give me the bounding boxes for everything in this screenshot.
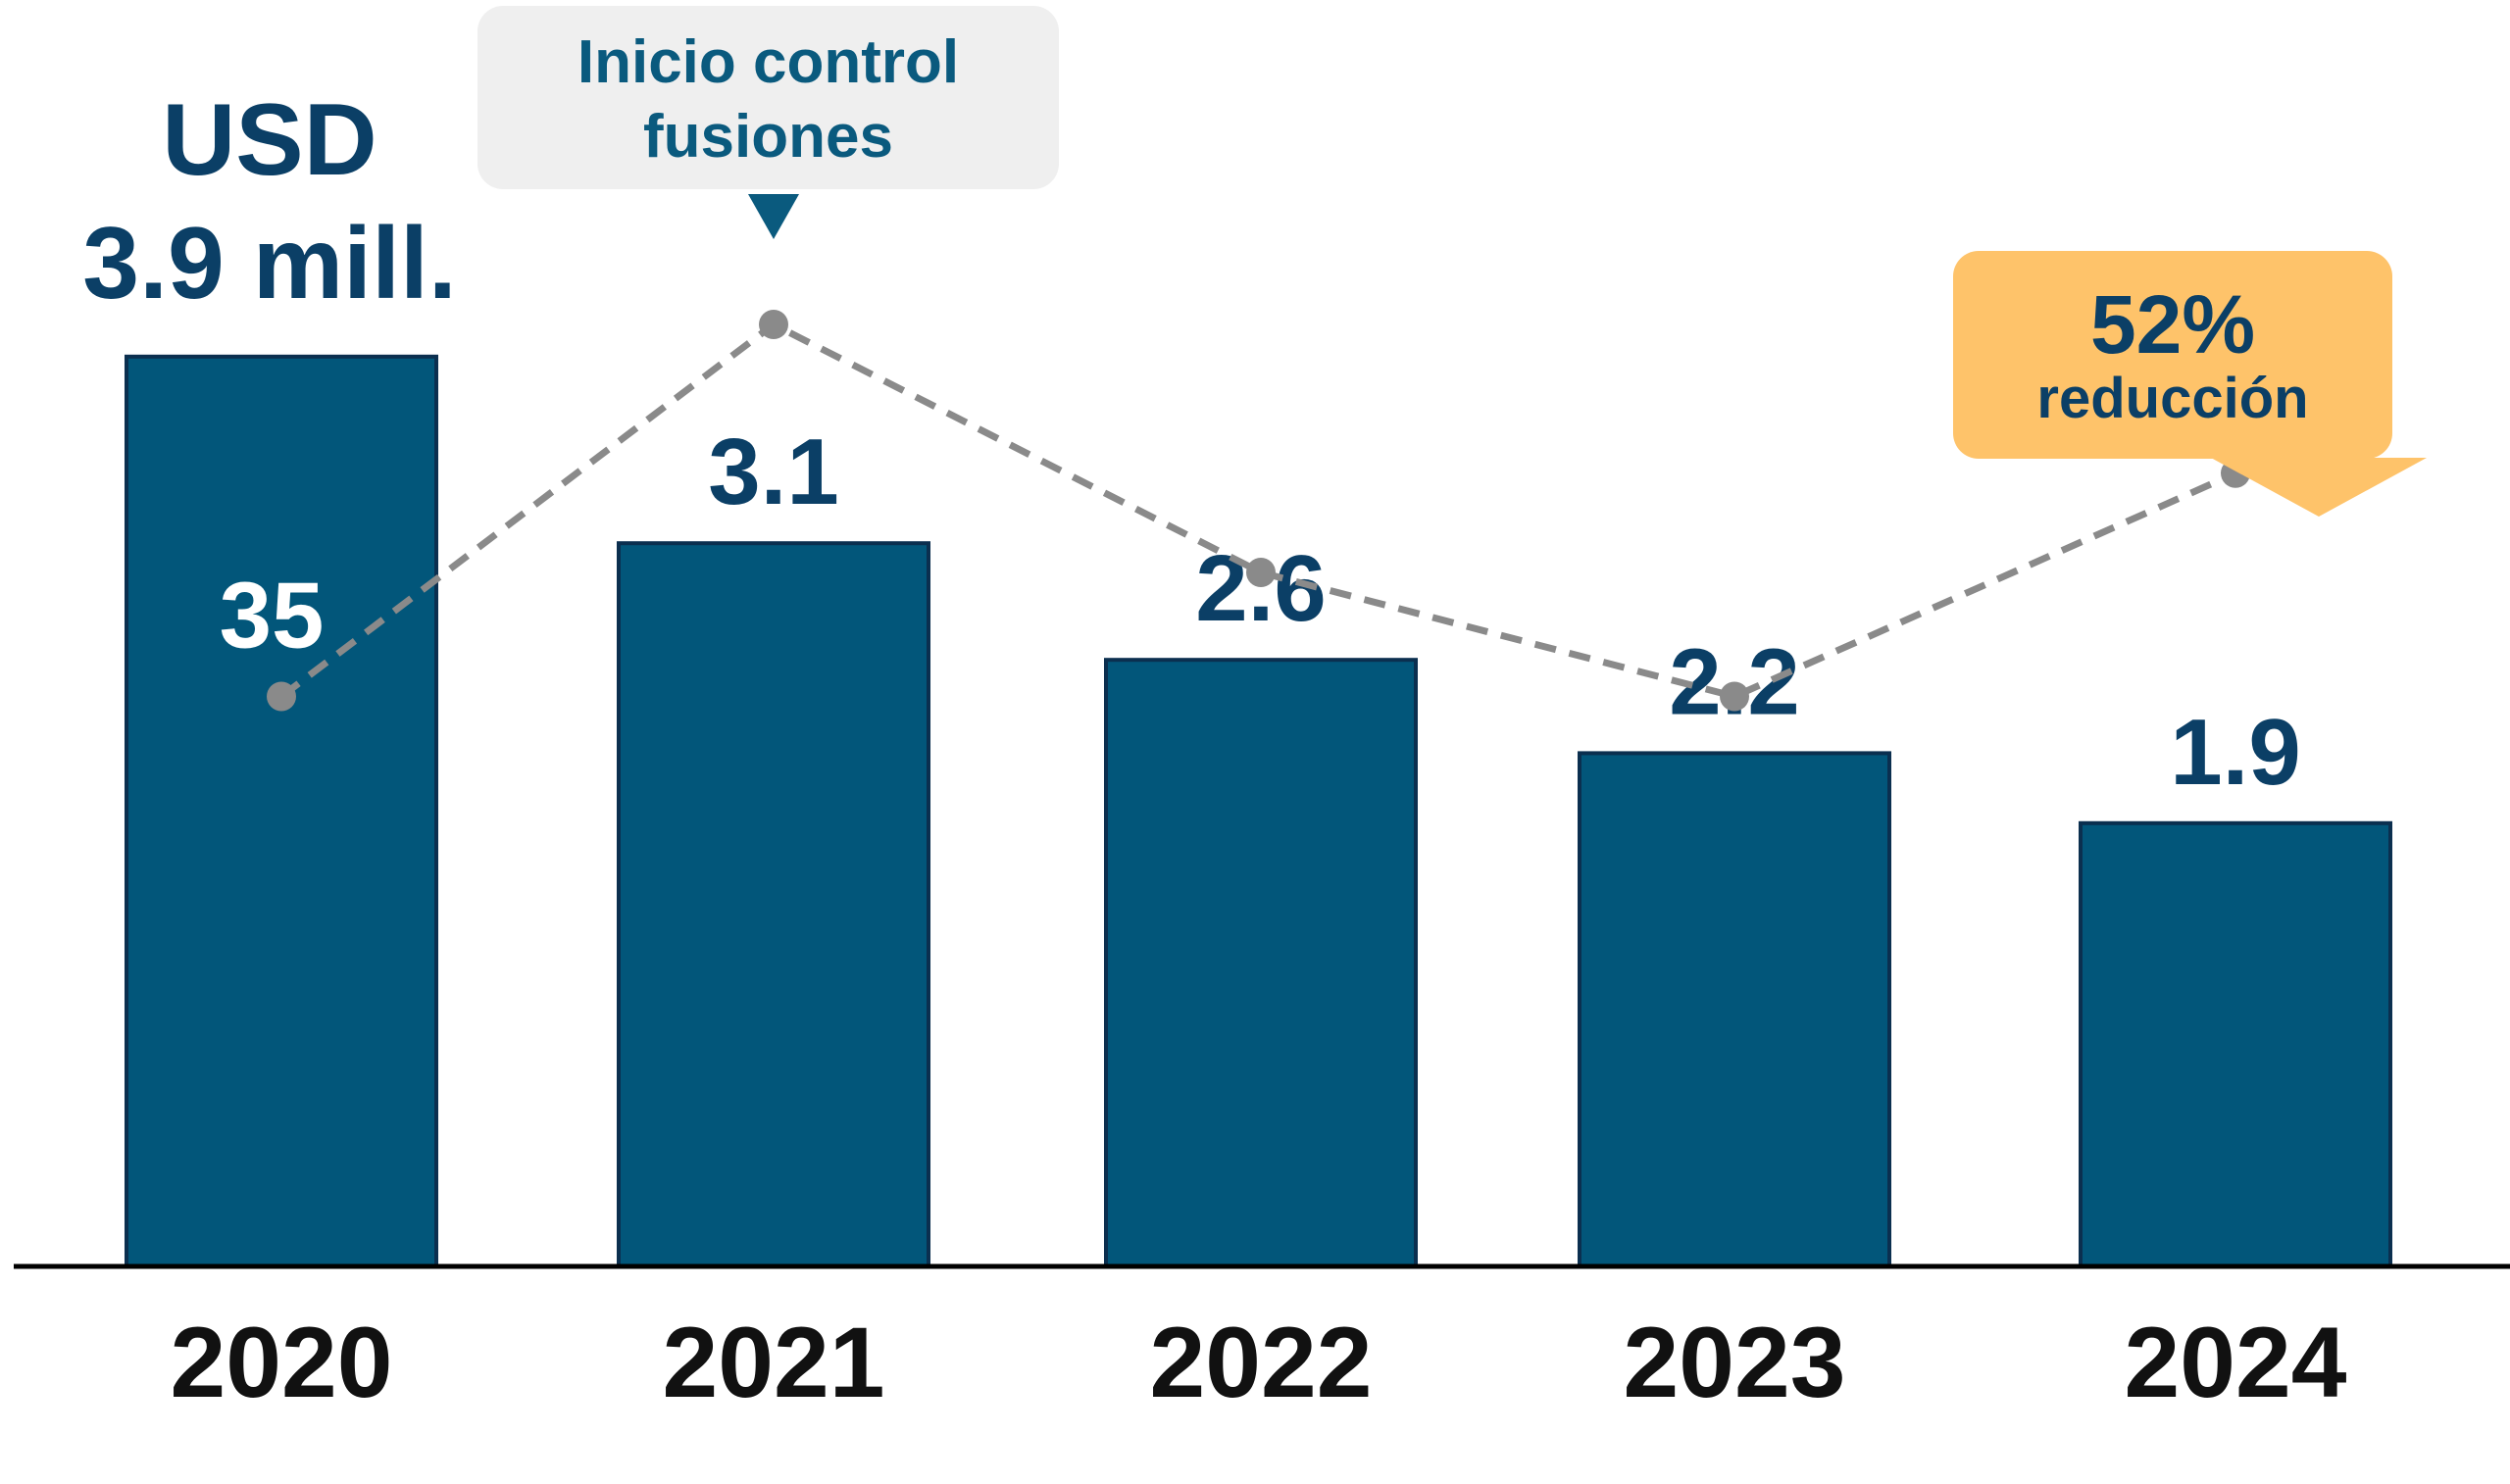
- line-point-2023: [1720, 681, 1749, 712]
- x-tick-label-2020: 2020: [171, 1307, 393, 1418]
- line-value-label-2022: 40: [1199, 439, 1304, 544]
- bar-value-label-2024: 1.9: [2170, 700, 2300, 805]
- merger-control-callout-line2: fusiones: [643, 103, 893, 171]
- bar-2023: [1578, 751, 1891, 1268]
- bar-2020: [125, 354, 438, 1268]
- x-tick-label-2022: 2022: [1150, 1307, 1373, 1418]
- bar-value-label-2021: 3.1: [708, 420, 838, 524]
- x-tick-label-2023: 2023: [1624, 1307, 1846, 1418]
- bar-value-label-2022: 2.6: [1195, 536, 1326, 641]
- unit-value-label: USD 3.9 mill.: [59, 78, 480, 325]
- bar-2022: [1104, 658, 1418, 1268]
- bar-2021: [617, 541, 930, 1268]
- line-point-2020: [267, 681, 296, 712]
- line-value-label-2023: 35: [1673, 564, 1778, 668]
- merger-control-callout: Inicio control fusiones: [477, 6, 1059, 189]
- line-series: [278, 320, 2237, 701]
- x-tick-label-2021: 2021: [663, 1307, 885, 1418]
- reduction-label: reducción: [2036, 367, 2309, 430]
- line-point-2021: [759, 310, 788, 339]
- line-value-label-2020: 35: [220, 564, 325, 668]
- line-point-2022: [1246, 558, 1276, 587]
- bar-2024: [2079, 820, 2392, 1268]
- merger-control-callout-line1: Inicio control: [577, 28, 960, 96]
- unit-label-currency: USD: [162, 83, 377, 197]
- callout-pointer-icon: [2211, 458, 2427, 517]
- reduction-callout: 52% reducción: [1953, 251, 2392, 459]
- down-arrow-icon: [748, 194, 799, 239]
- unit-label-amount: 3.9 mill.: [82, 207, 457, 321]
- x-tick-label-2024: 2024: [2125, 1307, 2347, 1418]
- reduction-percent: 52%: [2089, 278, 2256, 371]
